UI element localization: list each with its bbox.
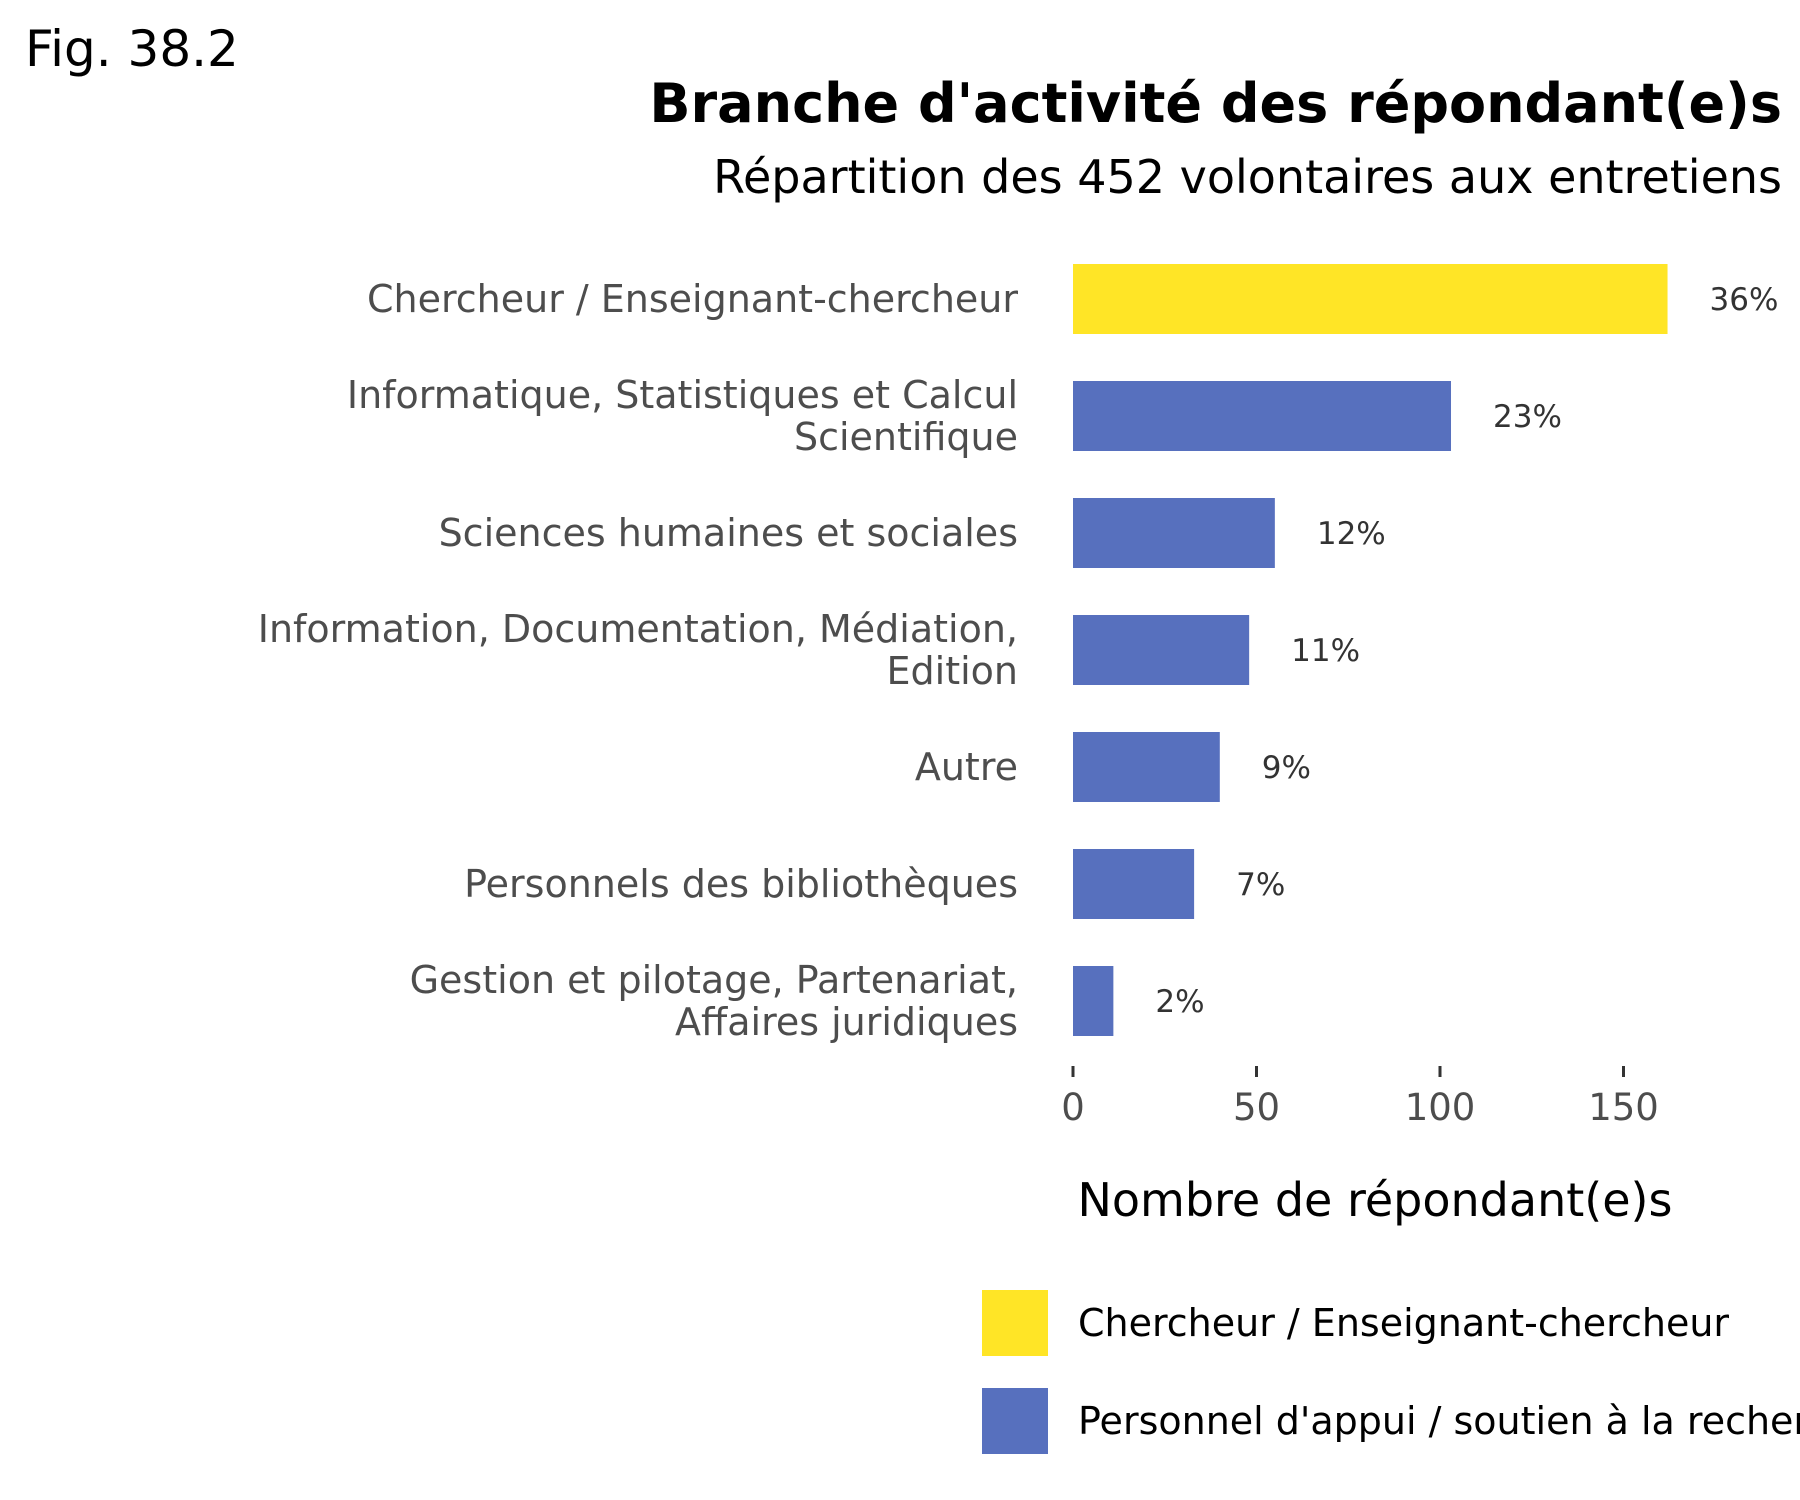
value-label: 11% (1291, 633, 1360, 669)
category-label: Personnels des bibliothèques (464, 862, 1018, 906)
chart-title: Branche d'activité des répondant(e)s (649, 72, 1782, 135)
x-axis-title: Nombre de répondant(e)s (1077, 1173, 1672, 1227)
category-label: Autre (915, 745, 1018, 789)
bar (1073, 615, 1250, 685)
chart-subtitle: Répartition des 452 volontaires aux entr… (713, 150, 1782, 204)
legend-swatch (982, 1388, 1048, 1454)
category-label: Gestion et pilotage, Partenariat, Affaire… (410, 958, 1018, 1044)
x-tick-label: 50 (1233, 1086, 1280, 1129)
bar (1073, 849, 1195, 919)
bar (1073, 966, 1114, 1036)
category-label: Informatique, Statistiques et Calcul Scie… (347, 373, 1018, 459)
x-tick-label: 100 (1405, 1086, 1476, 1129)
legend-label: Chercheur / Enseignant-chercheur (1078, 1301, 1729, 1345)
bar (1073, 381, 1452, 451)
value-label: 12% (1317, 516, 1386, 552)
bar (1073, 498, 1275, 568)
category-label: Information, Documentation, Médiation, Ed… (258, 607, 1018, 693)
value-label: 9% (1262, 750, 1311, 786)
legend-label: Personnel d'appui / soutien à la recherc… (1078, 1399, 1800, 1443)
legend-swatch (982, 1290, 1048, 1356)
category-label: Chercheur / Enseignant-chercheur (367, 277, 1018, 321)
category-label: Sciences humaines et sociales (439, 511, 1018, 555)
bar (1073, 732, 1220, 802)
value-label: 7% (1236, 867, 1285, 903)
value-label: 36% (1710, 282, 1779, 318)
x-tick-label: 150 (1588, 1086, 1659, 1129)
figure-label: Fig. 38.2 (25, 20, 239, 78)
value-label: 23% (1493, 399, 1562, 435)
bar (1073, 264, 1668, 334)
value-label: 2% (1155, 984, 1204, 1020)
x-tick-label: 0 (1061, 1086, 1085, 1129)
